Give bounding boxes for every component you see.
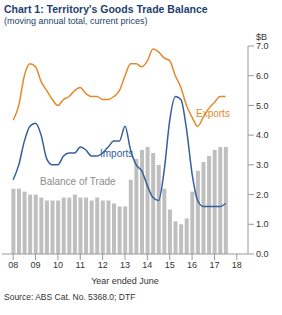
svg-text:3.0: 3.0 <box>256 160 269 170</box>
html-text:$B: $B <box>256 32 267 42</box>
svg-text:18: 18 <box>232 260 242 270</box>
svg-text:13: 13 <box>120 260 130 270</box>
svg-text:12: 12 <box>98 260 108 270</box>
svg-text:16: 16 <box>187 260 197 270</box>
svg-text:6.0: 6.0 <box>256 71 269 81</box>
svg-text:1.0: 1.0 <box>256 219 269 229</box>
svg-text:7.0: 7.0 <box>256 41 269 51</box>
svg-text:2.0: 2.0 <box>256 190 269 200</box>
svg-text:Year ended June: Year ended June <box>91 276 159 286</box>
svg-text:10: 10 <box>53 260 63 270</box>
html-text:(moving annual total, current: (moving annual total, current prices) <box>4 16 148 26</box>
html-text:Source: ABS Cat. No. 5368.0; D: Source: ABS Cat. No. 5368.0; DTF <box>4 292 136 302</box>
svg-text:4.0: 4.0 <box>256 130 269 140</box>
svg-text:0.0: 0.0 <box>256 249 269 259</box>
svg-text:14: 14 <box>142 260 152 270</box>
svg-text:17: 17 <box>209 260 219 270</box>
svg-text:5.0: 5.0 <box>256 101 269 111</box>
html-text:Balance of Trade: Balance of Trade <box>40 176 116 187</box>
svg-text:15: 15 <box>165 260 175 270</box>
html-text:Chart 1: Territory's Goods Tra: Chart 1: Territory's Goods Trade Balance <box>4 3 208 15</box>
html-text:Imports: Imports <box>100 148 134 159</box>
svg-text:11: 11 <box>76 260 85 270</box>
svg-text:09: 09 <box>31 260 41 270</box>
html-text:Exports: Exports <box>196 108 230 119</box>
svg-text:08: 08 <box>8 260 18 270</box>
